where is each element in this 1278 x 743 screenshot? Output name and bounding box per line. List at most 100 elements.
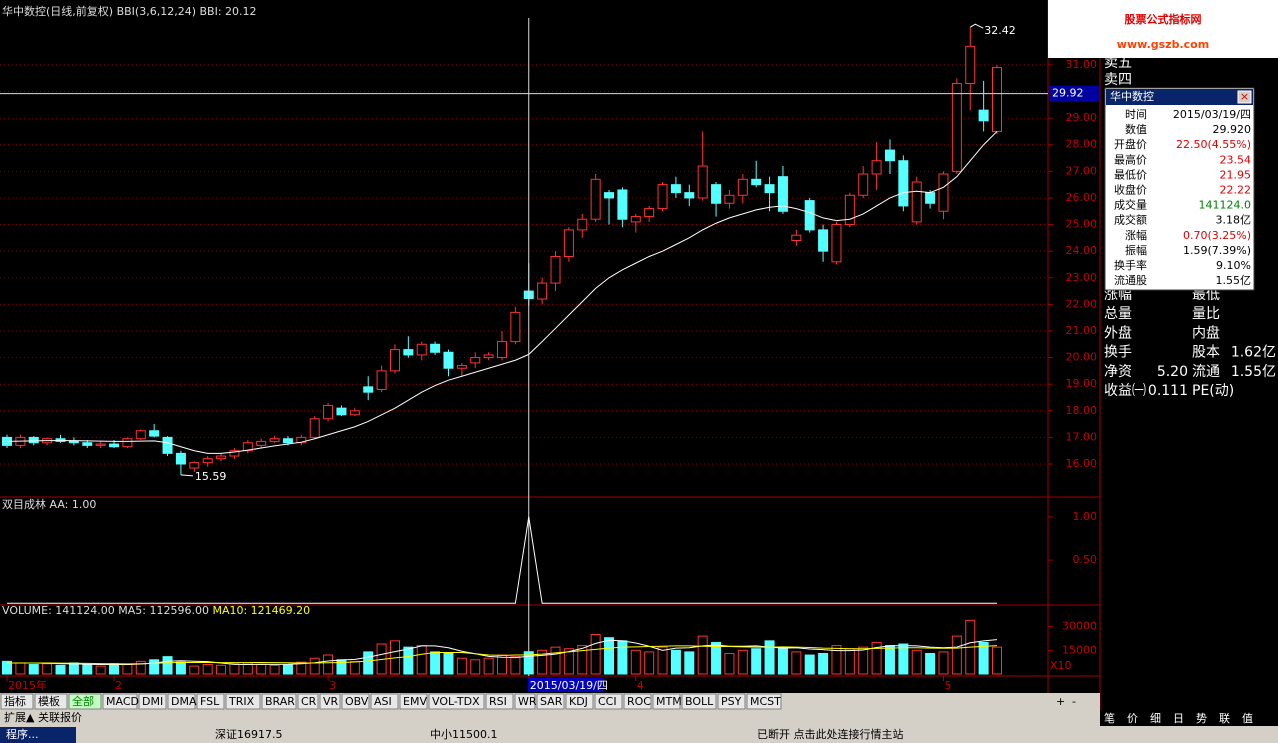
tab[interactable]: FSL [200, 695, 220, 708]
y-tick-label: 0.50 [1073, 553, 1098, 566]
side-tab[interactable]: 细 [1150, 712, 1161, 725]
volume-bar [978, 641, 989, 675]
popup-value: 2015/03/19/四 [1173, 108, 1251, 121]
tab-bg[interactable] [514, 693, 536, 710]
zoom-button[interactable]: + [1056, 695, 1065, 708]
tab-bg[interactable] [485, 693, 514, 710]
tab-bg[interactable] [102, 693, 138, 710]
volume-bar [711, 641, 722, 675]
volume-bar [109, 663, 120, 675]
y-tick-label: 30000 [1062, 620, 1097, 633]
quote-value: 1.55亿 [1231, 364, 1276, 380]
tab-bg[interactable] [0, 693, 34, 710]
low-pointer [180, 474, 193, 477]
tab[interactable]: RSI [489, 695, 507, 708]
tab-bg[interactable] [319, 693, 341, 710]
tab[interactable]: TRIX [228, 695, 255, 708]
popup-value: 9.10% [1216, 259, 1251, 272]
volume-bar [2, 660, 12, 675]
tab-bg[interactable] [399, 693, 428, 710]
tab[interactable]: MTM [656, 695, 682, 708]
volume-bar [644, 651, 655, 675]
aa-legend: AA: 1.00 [50, 498, 97, 511]
tab-bg[interactable] [746, 693, 782, 710]
volume-bar [791, 651, 802, 675]
side-tab[interactable]: 笔 [1104, 711, 1115, 725]
tab-bg[interactable] [34, 693, 68, 710]
tab-bg[interactable] [652, 693, 681, 710]
tab[interactable]: SAR [540, 695, 563, 708]
volume-bar [363, 651, 374, 675]
candle-body [296, 436, 307, 444]
tab-bg[interactable] [138, 693, 167, 710]
x-tick-label: 3 [329, 679, 336, 692]
volume-bar [282, 664, 293, 675]
x-tick-label: 5 [944, 679, 951, 692]
candle-body [497, 341, 507, 359]
popup-title: 华中数控 [1110, 89, 1154, 103]
volume-bar [925, 652, 936, 675]
tab-bg[interactable] [225, 693, 261, 710]
tab[interactable]: BOLL [685, 695, 714, 708]
side-tab[interactable]: 势 [1196, 712, 1207, 725]
volume-bar [537, 649, 548, 675]
tab[interactable]: KDJ [569, 695, 588, 708]
tab[interactable]: 指标 [4, 694, 26, 708]
tab[interactable]: MCST [750, 695, 781, 708]
zoom-button[interactable]: - [1072, 695, 1076, 708]
tab[interactable]: MACD [106, 695, 139, 708]
popup-close-bg[interactable] [1237, 90, 1252, 104]
tab-bg[interactable] [428, 693, 485, 710]
side-tab[interactable]: 联 [1219, 712, 1230, 725]
tab-bg[interactable] [681, 693, 717, 710]
tab[interactable]: BRAR [265, 695, 295, 708]
tab[interactable]: 模板 [38, 694, 60, 708]
tab-bg[interactable] [261, 693, 297, 710]
tab[interactable]: PSY [721, 695, 742, 708]
tab-bg[interactable] [196, 693, 225, 710]
taskbar-program[interactable]: 程序... [6, 727, 39, 741]
volume-bar [550, 646, 561, 675]
side-tab[interactable]: 价 [1127, 712, 1138, 725]
side-tab[interactable]: 日 [1173, 712, 1184, 725]
tab-bg[interactable] [167, 693, 196, 710]
expand-row[interactable]: 扩展▲ 关联报价 [4, 710, 82, 724]
candle-body [590, 178, 601, 220]
volume-bar [122, 664, 133, 675]
tab[interactable]: EMV [403, 695, 427, 708]
popup-close[interactable]: × [1240, 90, 1249, 103]
tab-bg[interactable] [297, 693, 319, 710]
candle-body [309, 418, 320, 438]
tab[interactable]: VOL-TDX [432, 695, 480, 708]
tab-bg[interactable] [623, 693, 652, 710]
tab[interactable]: CR [301, 695, 317, 708]
popup-value: 22.50(4.55%) [1176, 138, 1251, 151]
tab-bg[interactable] [370, 693, 399, 710]
popup-label: 数值 [1125, 123, 1147, 136]
indicator-value: BBI: 20.12 [200, 5, 257, 18]
tab[interactable]: DMI [142, 695, 163, 708]
tab[interactable]: OBV [345, 695, 369, 708]
tab-bg[interactable] [536, 693, 565, 710]
quote-label: 收益㈠ [1104, 383, 1146, 399]
tab[interactable]: ROC [627, 695, 651, 708]
tab[interactable]: CCI [598, 695, 617, 708]
tab-bg[interactable] [594, 693, 623, 710]
tab[interactable]: WR [518, 695, 537, 708]
status-connection[interactable]: 已断开 点击此处连接行情主站 [757, 727, 904, 741]
tab-bg[interactable] [565, 693, 594, 710]
tab[interactable]: ASI [374, 695, 392, 708]
side-tab[interactable]: 值 [1242, 712, 1253, 725]
y-tick-label: 22.00 [1066, 297, 1098, 310]
popup-label: 成交额 [1114, 213, 1147, 227]
tab-bg[interactable] [68, 693, 102, 710]
tab-bg[interactable] [717, 693, 746, 710]
y-tick-label: 24.00 [1066, 244, 1098, 257]
tab-bg[interactable] [341, 693, 370, 710]
tab[interactable]: VR [323, 695, 339, 708]
tab[interactable]: DMA [171, 695, 197, 708]
low-annotation: 15.59 [195, 470, 227, 483]
candle-body [416, 343, 427, 356]
tab[interactable]: 全部 [72, 694, 94, 708]
popup-label: 最高价 [1114, 152, 1147, 166]
